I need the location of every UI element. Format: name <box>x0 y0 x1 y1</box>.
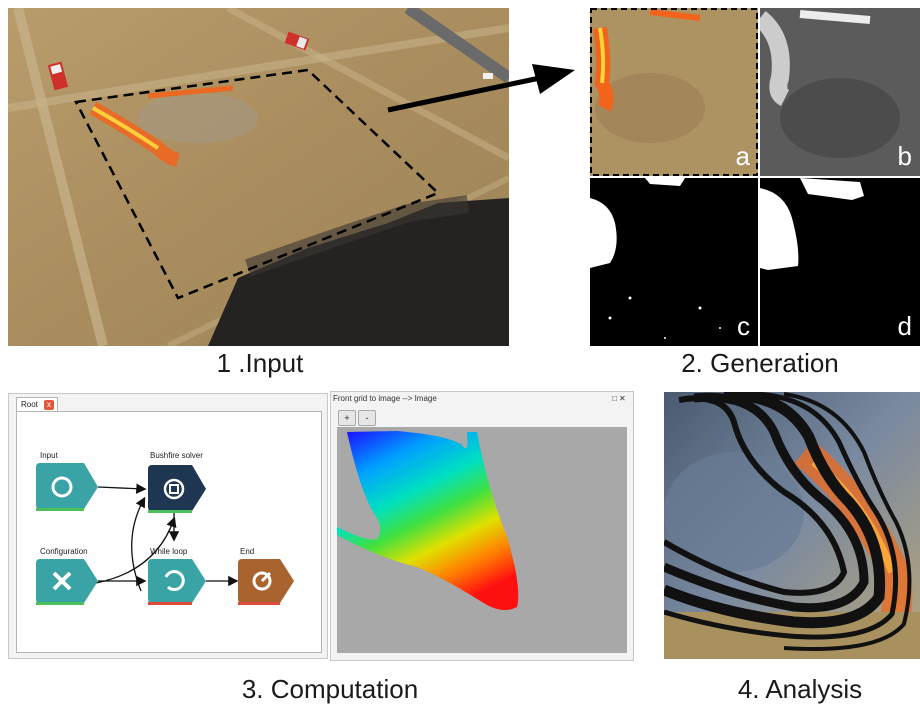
node-end[interactable] <box>238 559 294 605</box>
solver-icon <box>163 478 185 500</box>
generation-tile-a: a <box>590 8 758 176</box>
tile-c-noise <box>698 306 702 310</box>
zoom-in-label: + <box>344 413 350 423</box>
loop-icon <box>164 570 185 592</box>
tab-root[interactable]: Root x <box>16 397 58 411</box>
dirt-track-left <box>13 8 108 346</box>
tile-c-image <box>590 178 758 346</box>
solver-icon-inner <box>169 484 179 494</box>
paved-road <box>404 8 509 83</box>
compress-icon <box>52 571 72 591</box>
flow-arrow <box>387 64 575 113</box>
tile-b-bright-region <box>760 10 790 107</box>
node-while-loop[interactable] <box>148 559 206 605</box>
tab-root-label: Root <box>21 400 38 409</box>
tile-c-background <box>590 178 758 346</box>
tile-d-mask-left <box>760 188 799 270</box>
zoom-in-button[interactable]: + <box>338 410 356 426</box>
edge-config-to-solver <box>95 516 177 584</box>
smoke-haze <box>138 93 258 143</box>
tile-a-dashed-border <box>590 8 758 176</box>
analysis-image <box>664 392 920 659</box>
workflow-graph <box>36 463 294 605</box>
tile-a-fire-top <box>649 9 701 21</box>
tile-c-mask-left <box>590 198 617 268</box>
tile-a-texture <box>595 73 705 143</box>
node-input-status <box>36 508 84 511</box>
end-icon-arrow <box>260 571 272 583</box>
fire-truck-top-cab <box>296 36 308 49</box>
zoom-out-label: - <box>365 413 369 423</box>
viewer-title: Front grid to image --> Image <box>333 394 437 403</box>
tile-c-noise <box>664 337 666 339</box>
input-photo-canvas <box>8 8 509 346</box>
node-input-shape <box>36 463 98 509</box>
fire-front-core <box>92 106 160 150</box>
front-contour-4 <box>664 392 899 640</box>
tile-c-mask-top <box>645 178 685 186</box>
burnt-edge <box>245 195 470 277</box>
node-input[interactable] <box>36 463 98 511</box>
tile-b-texture <box>780 78 900 158</box>
front-contour-2 <box>664 392 869 613</box>
tile-a-image <box>590 8 758 176</box>
generation-tile-c: c <box>590 178 758 346</box>
edge-input-to-solver <box>97 483 147 494</box>
tile-b-label: b <box>897 141 912 171</box>
input-aerial-photo <box>8 8 509 346</box>
front-contour-5 <box>783 392 912 651</box>
tab-close-button[interactable]: x <box>44 400 54 410</box>
gear-icon <box>51 476 73 498</box>
tile-a-fire-core <box>598 27 606 84</box>
tile-c-noise <box>628 296 632 300</box>
node-configuration-shape <box>36 559 98 603</box>
fire-front-heatmap <box>337 431 519 611</box>
caption-generation: 2. Generation <box>681 348 839 378</box>
node-bushfire-solver[interactable] <box>148 465 206 513</box>
car-white <box>483 73 493 79</box>
tile-a-label: a <box>735 141 750 171</box>
node-while-loop-label: While loop <box>150 547 188 556</box>
edge-loop-to-solver <box>131 496 146 592</box>
node-configuration-status <box>36 602 84 605</box>
dirt-track-right <box>226 8 509 162</box>
node-end-label: End <box>240 547 255 556</box>
node-input-label: Input <box>40 451 58 460</box>
tile-d-image <box>760 178 920 346</box>
node-end-shape <box>238 559 294 603</box>
caption-analysis: 4. Analysis <box>737 674 863 704</box>
tile-d-label: d <box>897 311 912 341</box>
front-contour-3 <box>664 392 886 629</box>
burnt-area <box>208 198 509 346</box>
front-grid-image <box>337 431 519 611</box>
fire-front-top <box>147 85 234 99</box>
tile-c-label: c <box>737 311 750 341</box>
node-configuration-label: Configuration <box>40 547 88 556</box>
analysis-overlay <box>664 392 920 659</box>
end-icon <box>252 571 272 591</box>
flow-arrow-head <box>532 64 575 94</box>
tile-b-image <box>760 8 920 176</box>
tile-c-noise <box>608 316 612 320</box>
node-configuration[interactable] <box>36 559 98 605</box>
node-while-loop-shape <box>148 559 206 603</box>
tile-b-bright-top <box>799 10 871 24</box>
node-while-loop-status <box>148 602 192 605</box>
viewer-window-controls[interactable]: □ ✕ <box>612 394 626 403</box>
generation-tile-b: b <box>760 8 920 176</box>
tile-c-noise <box>719 327 721 329</box>
flow-arrow-shaft <box>387 75 541 113</box>
dirt-track-top <box>8 24 509 112</box>
caption-computation: 3. Computation <box>241 674 419 704</box>
front-contour-1 <box>664 395 848 596</box>
node-solver-status <box>148 510 192 513</box>
node-solver-label: Bushfire solver <box>150 451 203 460</box>
fire-truck-left-cab <box>50 64 63 75</box>
node-end-status <box>238 602 280 605</box>
viewer-canvas <box>337 427 627 653</box>
caption-input: 1 .Input <box>216 348 304 378</box>
zoom-out-button[interactable]: - <box>358 410 376 426</box>
tile-d-mask-top <box>800 178 864 200</box>
generation-tile-d: d <box>760 178 920 346</box>
